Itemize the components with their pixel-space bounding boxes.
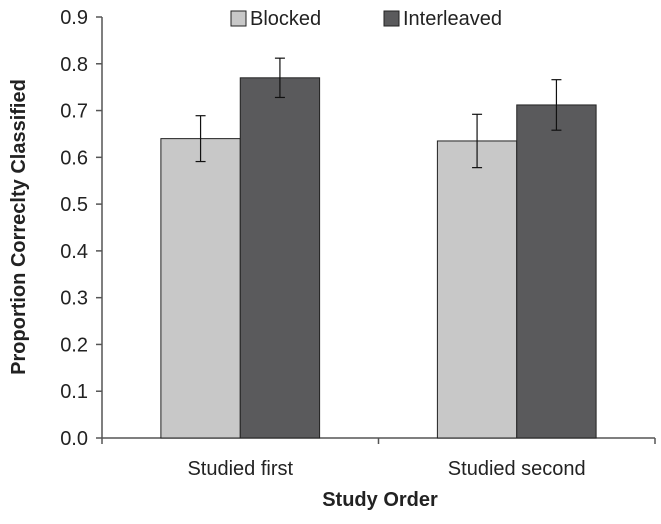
x-axis: Studied first Studied second — [101, 437, 656, 480]
y-tick-label: 0.0 — [60, 428, 88, 450]
legend-label-blocked: Blocked — [250, 8, 321, 30]
x-tick-label: Studied second — [448, 458, 586, 480]
y-tick-label: 0.5 — [60, 194, 88, 216]
y-tick-label: 0.3 — [60, 288, 88, 310]
x-tick-label: Studied first — [187, 458, 293, 480]
y-axis: 0.0 0.1 0.2 0.3 0.4 0.5 0.6 0.7 0.8 0.9 — [60, 7, 103, 450]
error-bars — [195, 57, 562, 169]
x-axis-title: Study Order — [322, 489, 438, 511]
y-tick-label: 0.7 — [60, 101, 88, 123]
y-tick-label: 0.4 — [60, 241, 88, 263]
bar-blocked-1 — [160, 138, 241, 439]
y-tick-label: 0.1 — [60, 381, 88, 403]
y-tick-label: 0.9 — [60, 7, 88, 29]
bar-interleaved-1 — [239, 77, 321, 439]
legend-swatch-blocked — [230, 10, 247, 27]
y-tick-label: 0.2 — [60, 334, 88, 356]
legend-label-interleaved: Interleaved — [403, 8, 502, 30]
legend: Blocked Interleaved — [230, 8, 502, 30]
y-tick-label: 0.6 — [60, 147, 88, 169]
bar-interleaved-2 — [516, 104, 597, 439]
bars — [160, 77, 597, 439]
legend-swatch-interleaved — [383, 10, 400, 27]
bar-blocked-2 — [436, 140, 518, 439]
y-tick-label: 0.8 — [60, 54, 88, 76]
y-axis-title: Proportion Correclty Classified — [8, 79, 30, 375]
